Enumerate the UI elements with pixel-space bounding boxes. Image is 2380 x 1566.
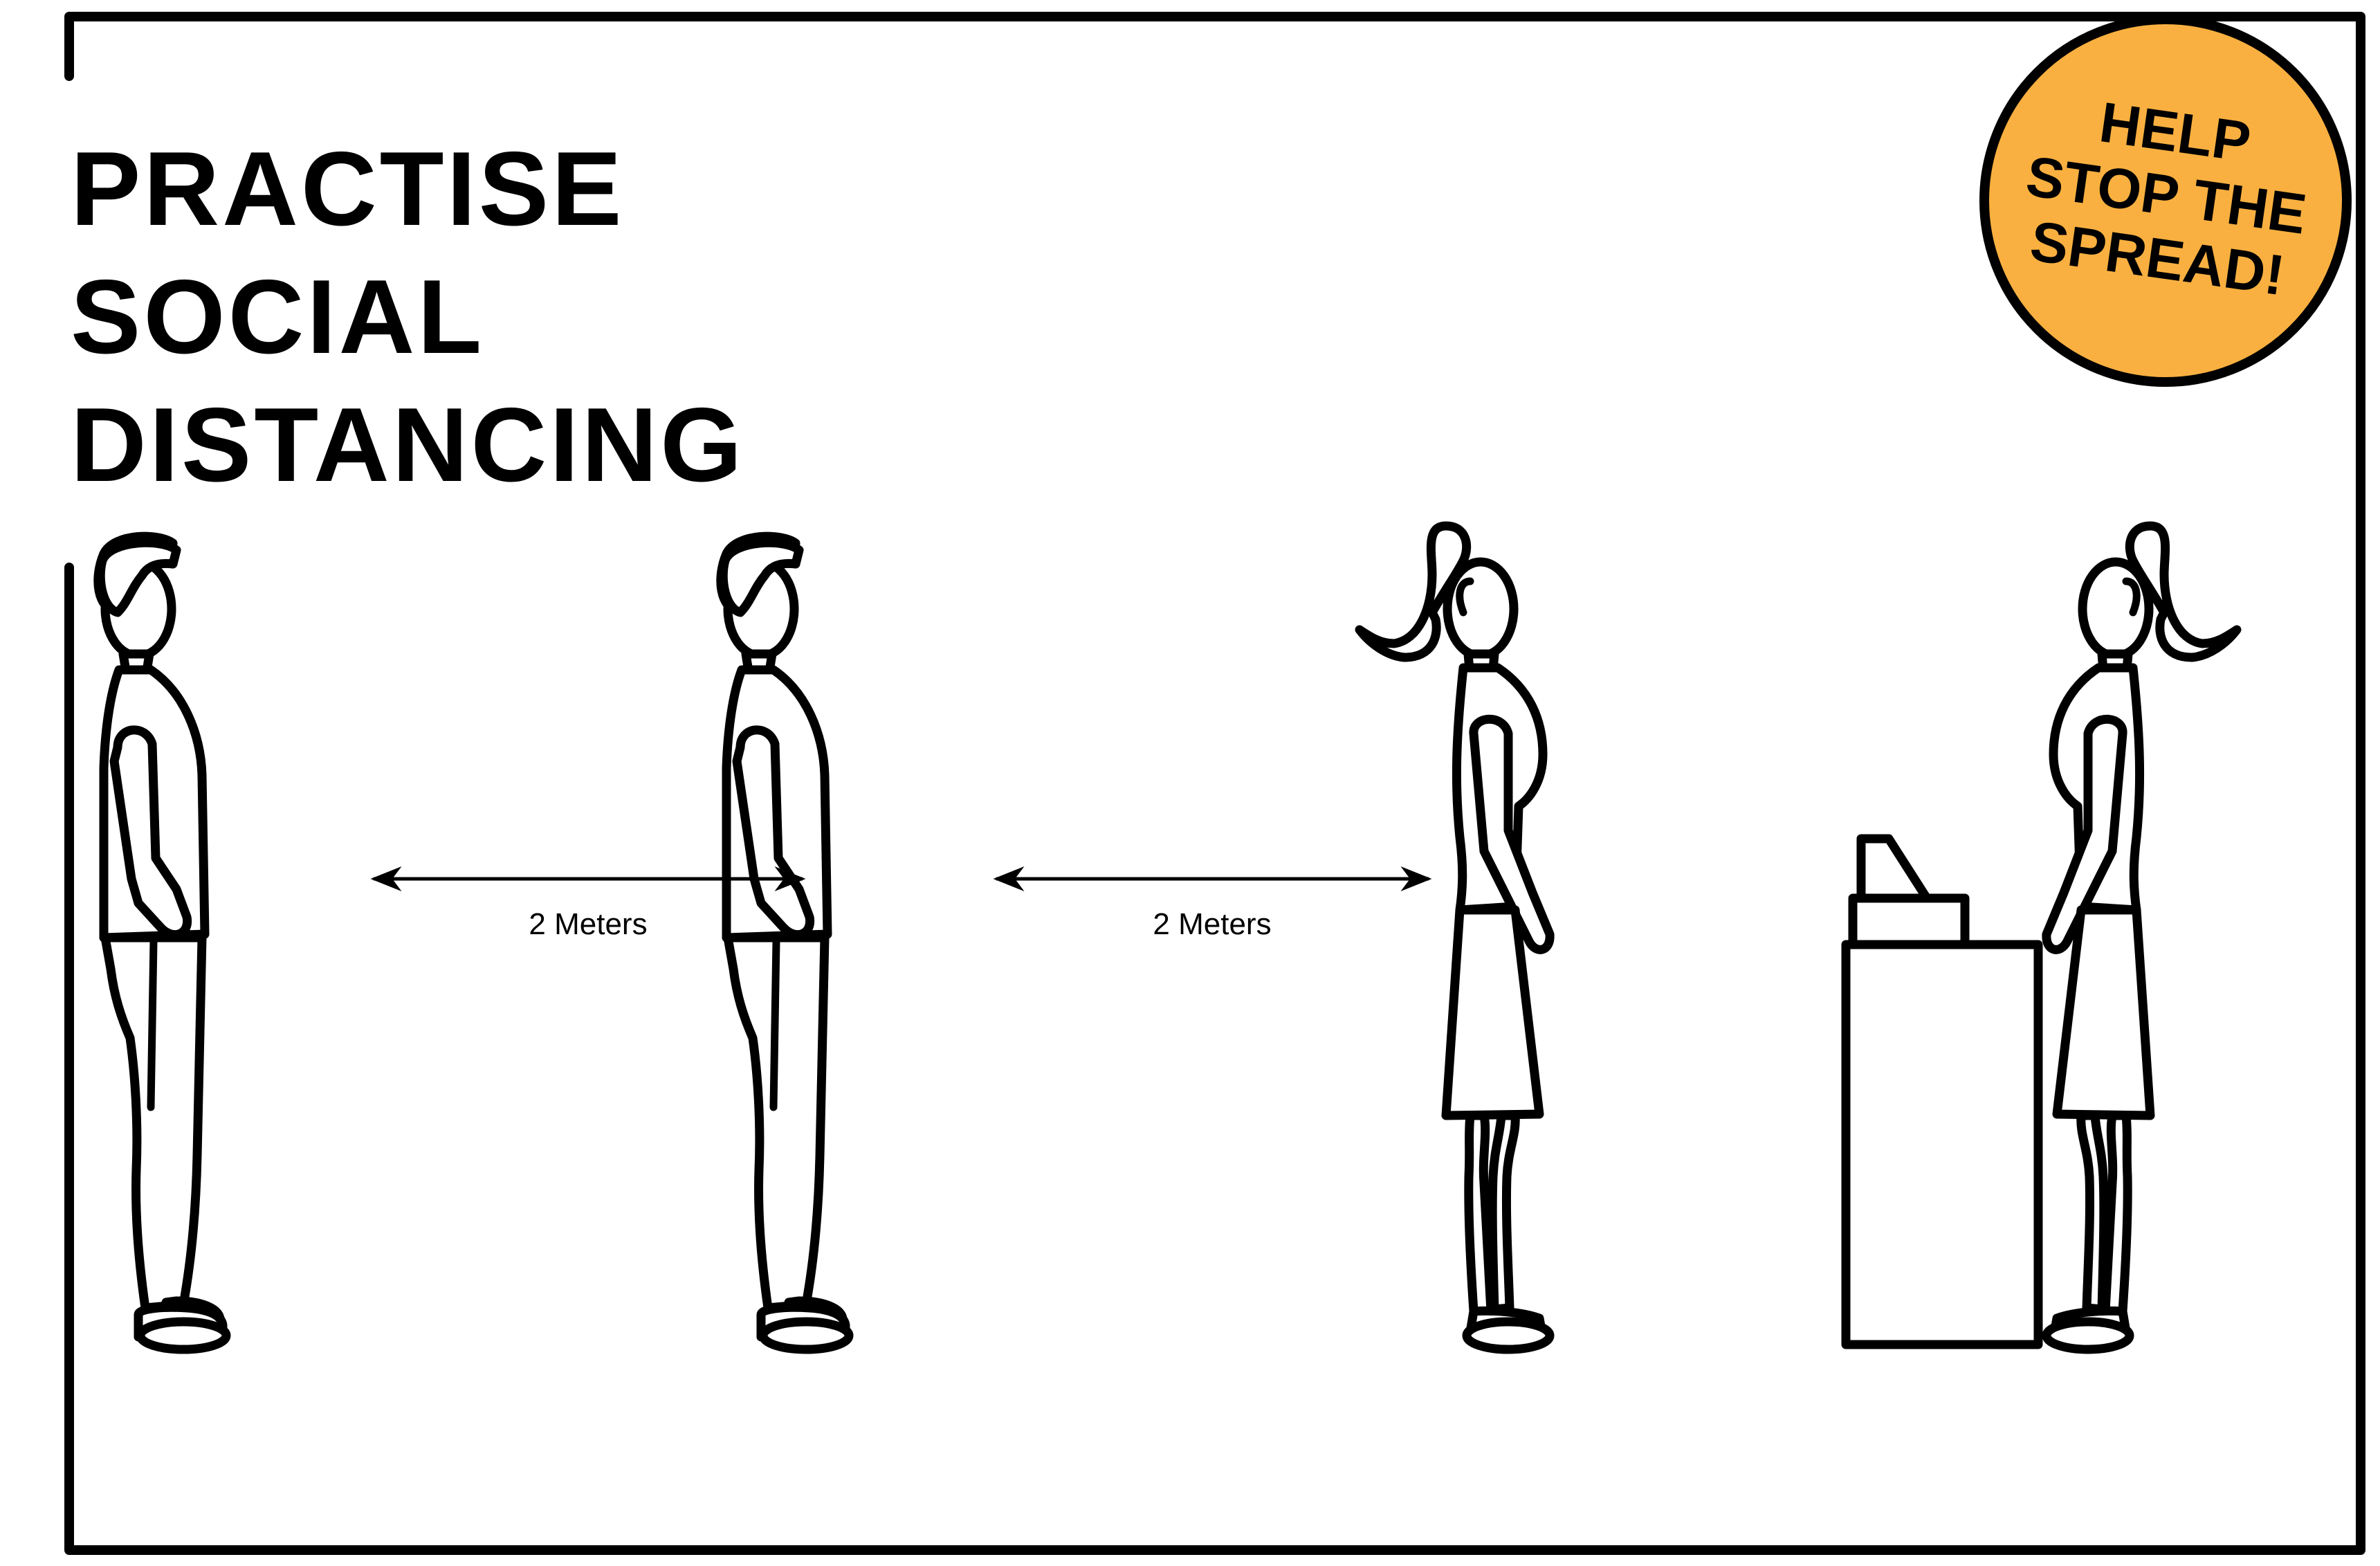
poster-title: PRACTISE SOCIAL DISTANCING — [71, 130, 745, 504]
figure-man-second — [721, 536, 849, 1349]
distance-label-1: 2 Meters — [529, 907, 647, 941]
checkout-counter — [1841, 834, 2043, 1349]
distance-label-2: 2 Meters — [1153, 907, 1271, 941]
title-line-2: SOCIAL — [71, 258, 484, 376]
cash-register-screen — [1856, 834, 1932, 903]
title-line-1: PRACTISE — [71, 130, 625, 248]
figure-woman-in-line — [1360, 526, 1550, 1349]
cash-register-base — [1848, 893, 1970, 949]
figure-cashier — [2047, 526, 2237, 1349]
poster-frame — [64, 12, 2365, 1555]
badge-circle — [1979, 15, 2352, 387]
counter-box — [1841, 940, 2043, 1349]
distance-indicator-1: 2 Meters — [370, 866, 806, 941]
title-line-3: DISTANCING — [71, 386, 745, 504]
distance-indicator-2: 2 Meters — [993, 866, 1432, 941]
help-stop-spread-badge: HELP STOP THE SPREAD! — [1979, 15, 2352, 387]
figure-man-first — [98, 536, 226, 1349]
